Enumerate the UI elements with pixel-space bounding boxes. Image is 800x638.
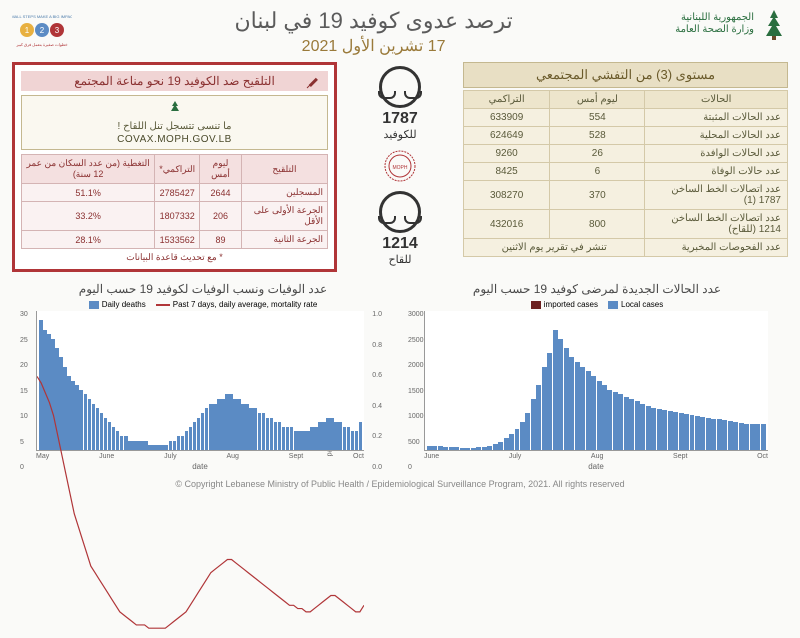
vax-header-text: التلقيح ضد الكوفيد 19 نحو مناعة المجتمع (74, 74, 275, 88)
hotline-covid: 1787 للكوفيد (379, 66, 421, 141)
deaths-chart: عدد الوفيات ونسب الوفيات لكوفيد 19 حسب ا… (12, 282, 394, 471)
hotline-vax: 1214 للقاح (379, 191, 421, 266)
cases-table: الحالاتليوم أمسالتراكمي عدد الحالات المث… (463, 90, 788, 257)
table-row: عدد اتصالات الخط الساخن 1214 (للقاح)8004… (464, 210, 788, 239)
report-date: 17 تشرين الأول 2021 (72, 36, 675, 56)
table-row: عدد الحالات المثبتة554633909 (464, 109, 788, 127)
header: الجمهورية اللبنانية وزارة الصحة العامة ت… (12, 8, 788, 56)
vax-note: * مع تحديث قاعدة البيانات (21, 252, 328, 263)
vax-column: التلقيح ضد الكوفيد 19 نحو مناعة المجتمع … (12, 62, 337, 272)
headset-icon (379, 191, 421, 233)
table-row: المسجلين2644278542751.1% (22, 184, 328, 202)
table-row: الجرعة الأولى على الأقل206180733233.2% (22, 202, 328, 231)
new-cases-title: عدد الحالات الجديدة لمرضى كوفيد 19 حسب ا… (406, 282, 788, 296)
vax-table: التلقيحليوم أمسالتراكمي*التغطية (من عدد … (21, 154, 328, 249)
new-cases-xlabel: date (424, 462, 768, 471)
page-title: ترصد عدوى كوفيد 19 في لبنان (72, 8, 675, 34)
hotline-vax-num: 1214 (379, 235, 421, 253)
deaths-plot (36, 311, 364, 451)
vax-th: ليوم أمس (200, 155, 242, 184)
hotline-vax-label: للقاح (379, 253, 421, 266)
campaign-logo: SMALL STEPS MAKE A BIG IMPACT 1 2 3 خطوات صغ… (12, 8, 72, 48)
ministry-logo: الجمهورية اللبنانية وزارة الصحة العامة (675, 8, 788, 40)
cases-th: التراكمي (464, 91, 550, 109)
new-cases-yticks: 300025002000150010005000 (408, 311, 424, 471)
vax-panel: التلقيح ضد الكوفيد 19 نحو مناعة المجتمع … (12, 62, 337, 272)
cedar-small-icon (165, 100, 185, 116)
deaths-title: عدد الوفيات ونسب الوفيات لكوفيد 19 حسب ا… (12, 282, 394, 296)
table-row: عدد حالات الوفاة68425 (464, 163, 788, 181)
deaths-yticks-right: 1.00.80.60.40.20.0 (372, 311, 382, 471)
new-cases-xticks: JuneJulyAugSeptOct (424, 451, 768, 462)
table-row: عدد الحالات المحلية528624649 (464, 127, 788, 145)
ministry-line2: وزارة الصحة العامة (675, 24, 754, 36)
level-banner: مستوى (3) من التفشي المجتمعي (463, 62, 788, 88)
vax-th: التلقيح (241, 155, 327, 184)
register-url: COVAX.MOPH.GOV.LB (26, 134, 323, 145)
stamp-icon: MOPH (383, 149, 417, 183)
syringe-icon (304, 73, 322, 91)
hotlines: 1787 للكوفيد MOPH 1214 للقاح (345, 62, 455, 272)
table-row: عدد اتصالات الخط الساخن 1787 (1)37030827… (464, 181, 788, 210)
hotline-covid-num: 1787 (379, 110, 421, 128)
svg-text:2: 2 (40, 26, 45, 35)
new-cases-legend: imported casesLocal cases (406, 300, 788, 309)
main-content: مستوى (3) من التفشي المجتمعي الحالاتليوم… (12, 62, 788, 272)
cedar-icon (760, 8, 788, 40)
svg-text:SMALL STEPS MAKE A BIG IMPACT: SMALL STEPS MAKE A BIG IMPACT (12, 14, 72, 19)
cases-column: مستوى (3) من التفشي المجتمعي الحالاتليوم… (463, 62, 788, 272)
svg-text:1: 1 (25, 26, 30, 35)
new-cases-chart: عدد الحالات الجديدة لمرضى كوفيد 19 حسب ا… (406, 282, 788, 471)
charts-row: عدد الحالات الجديدة لمرضى كوفيد 19 حسب ا… (12, 282, 788, 471)
register-box: ما تنسى تتسجل تنل اللقاح ! COVAX.MOPH.GO… (21, 95, 328, 150)
cases-th: ليوم أمس (550, 91, 645, 109)
svg-text:خطوات صغيرة بتعمل فرق كبير: خطوات صغيرة بتعمل فرق كبير (15, 42, 68, 47)
table-row: الجرعة الثانية89153356228.1% (22, 231, 328, 249)
deaths-yticks-left: 302520151050 (20, 311, 28, 471)
headset-icon (379, 66, 421, 108)
deaths-legend: Daily deathsPast 7 days, daily average, … (12, 300, 394, 309)
new-cases-plot (424, 311, 768, 451)
register-msg: ما تنسى تتسجل تنل اللقاح ! (26, 121, 323, 132)
svg-text:3: 3 (55, 26, 60, 35)
vax-th: التراكمي* (155, 155, 200, 184)
vax-th: التغطية (من عدد السكان من عمر 12 سنة) (22, 155, 155, 184)
cases-th: الحالات (645, 91, 788, 109)
ministry-line1: الجمهورية اللبنانية (675, 12, 754, 24)
vax-header: التلقيح ضد الكوفيد 19 نحو مناعة المجتمع (21, 71, 328, 91)
hotline-covid-label: للكوفيد (379, 128, 421, 141)
table-row: عدد الحالات الوافدة269260 (464, 145, 788, 163)
table-row: عدد الفحوصات المخبريةتنشر في تقرير يوم ا… (464, 239, 788, 257)
svg-text:MOPH: MOPH (393, 165, 408, 171)
